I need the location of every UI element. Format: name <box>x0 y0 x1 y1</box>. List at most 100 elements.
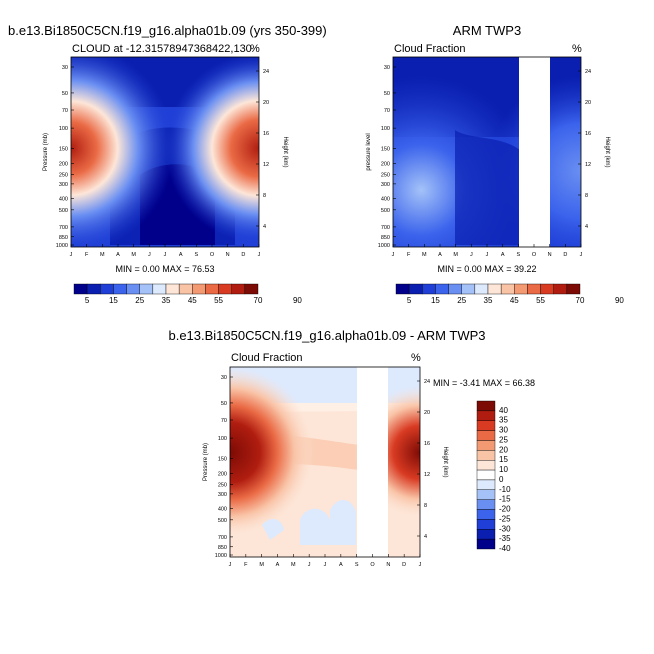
pressure-tick-label: 100 <box>59 126 68 132</box>
month-tick-label: A <box>339 562 343 568</box>
colorbar-box <box>476 450 496 461</box>
month-tick-label: D <box>402 562 406 568</box>
month-tick-label: N <box>386 562 390 568</box>
pressure-tick-label: 300 <box>381 182 390 188</box>
pressure-tick-label: 70 <box>62 108 68 114</box>
colorbar-box <box>192 283 206 295</box>
pressure-tick-label: 500 <box>218 518 227 524</box>
month-tick-label: D <box>563 252 567 258</box>
colorbar-label: -35 <box>499 534 511 543</box>
pressure-tick-label: 50 <box>62 91 68 97</box>
panel3-contour-field <box>230 367 420 557</box>
panel2-height-axis: 24 20 16 12 8 4 <box>578 69 591 230</box>
month-tick-label: M <box>100 252 105 258</box>
pressure-tick-label: 150 <box>381 147 390 153</box>
month-tick-label: M <box>291 562 296 568</box>
pressure-tick-label: 850 <box>381 235 390 241</box>
pressure-tick-label: 500 <box>59 208 68 214</box>
colorbar-box <box>527 283 541 295</box>
month-tick-label: A <box>501 252 505 258</box>
month-tick-label: A <box>179 252 183 258</box>
panel2-title: Cloud Fraction <box>394 43 466 55</box>
colorbar-box <box>231 283 246 295</box>
panel1-ylabel: Pressure (mb) <box>43 133 49 171</box>
colorbar-box <box>395 283 410 295</box>
colorbar-label: 25 <box>499 435 508 444</box>
pressure-tick-label: 850 <box>218 545 227 551</box>
pressure-tick-label: 200 <box>59 161 68 167</box>
month-tick-label: M <box>422 252 427 258</box>
colorbar-label: -15 <box>499 495 511 504</box>
month-tick-label: S <box>194 252 198 258</box>
panel1-height-axis: 24 20 16 12 8 4 <box>256 69 269 230</box>
colorbar-label: 35 <box>484 296 493 305</box>
height-tick-label: 24 <box>424 379 430 385</box>
panel2-stats: MIN = 0.00 MAX = 39.22 <box>437 264 536 274</box>
month-tick-label: N <box>226 252 230 258</box>
colorbar-label: 55 <box>536 296 545 305</box>
colorbar-box <box>474 283 489 295</box>
colorbar-box <box>476 519 496 530</box>
colorbar-label: -10 <box>499 485 511 494</box>
month-tick-label: J <box>392 252 395 258</box>
month-tick-label: O <box>532 252 537 258</box>
pressure-tick-label: 150 <box>59 147 68 153</box>
colorbar-box <box>73 283 88 295</box>
pressure-tick-label: 150 <box>218 457 227 463</box>
colorbar-box <box>139 283 154 295</box>
pressure-tick-label: 1000 <box>56 243 68 249</box>
month-tick-label: O <box>370 562 375 568</box>
colorbar-label: 15 <box>499 455 508 464</box>
height-tick-label: 20 <box>585 100 591 106</box>
colorbar-box <box>218 283 232 295</box>
colorbar-label: 10 <box>499 465 508 474</box>
colorbar-box <box>408 283 423 295</box>
colorbar-box <box>461 283 476 295</box>
panel3-suptitle: b.e13.Bi1850C5CN.f19_g16.alpha01b.09 - A… <box>168 328 485 343</box>
month-tick-label: M <box>453 252 458 258</box>
colorbar-label: 55 <box>214 296 223 305</box>
height-tick-label: 4 <box>424 534 427 540</box>
pressure-tick-label: 200 <box>381 161 390 167</box>
height-tick-label: 20 <box>424 410 430 416</box>
colorbar-box <box>422 283 436 295</box>
colorbar-box <box>165 283 180 295</box>
height-tick-label: 8 <box>424 503 427 509</box>
month-tick-label: A <box>276 562 280 568</box>
panel3-stats: MIN = -3.41 MAX = 66.38 <box>433 378 535 388</box>
colorbar-box <box>476 410 496 421</box>
month-tick-label: S <box>516 252 520 258</box>
panel3-pressure-axis: 30 50 70 100 150 200 250 300 400 500 700 850 1000 <box>215 375 233 559</box>
panel1-units: % <box>250 43 260 55</box>
pressure-tick-label: 700 <box>59 225 68 231</box>
colorbar-box <box>113 283 127 295</box>
colorbar-box <box>100 283 114 295</box>
colorbar-box <box>487 283 502 295</box>
pressure-tick-label: 70 <box>384 108 390 114</box>
colorbar-label: 20 <box>499 445 508 454</box>
pressure-tick-label: 1000 <box>378 243 390 249</box>
colorbar-label: 5 <box>407 296 412 305</box>
panel3-title: Cloud Fraction <box>231 352 303 364</box>
colorbar-box <box>86 283 101 295</box>
colorbar-label: 25 <box>135 296 144 305</box>
height-tick-label: 20 <box>263 100 269 106</box>
colorbar-box <box>553 283 568 295</box>
pressure-tick-label: 850 <box>59 235 68 241</box>
colorbar-box <box>476 479 496 490</box>
pressure-tick-label: 100 <box>218 436 227 442</box>
colorbar-label: -30 <box>499 524 511 533</box>
month-tick-label: A <box>116 252 120 258</box>
height-tick-label: 4 <box>263 224 266 230</box>
height-tick-label: 8 <box>585 193 588 199</box>
colorbar-box <box>476 400 496 412</box>
pressure-tick-label: 100 <box>381 126 390 132</box>
colorbar-box <box>205 283 219 295</box>
month-tick-label: J <box>470 252 473 258</box>
pressure-tick-label: 50 <box>384 91 390 97</box>
pressure-tick-label: 50 <box>221 401 227 407</box>
height-tick-label: 4 <box>585 224 588 230</box>
colorbar-label: 45 <box>188 296 197 305</box>
panel1-right-label: Height (km) <box>282 136 288 167</box>
